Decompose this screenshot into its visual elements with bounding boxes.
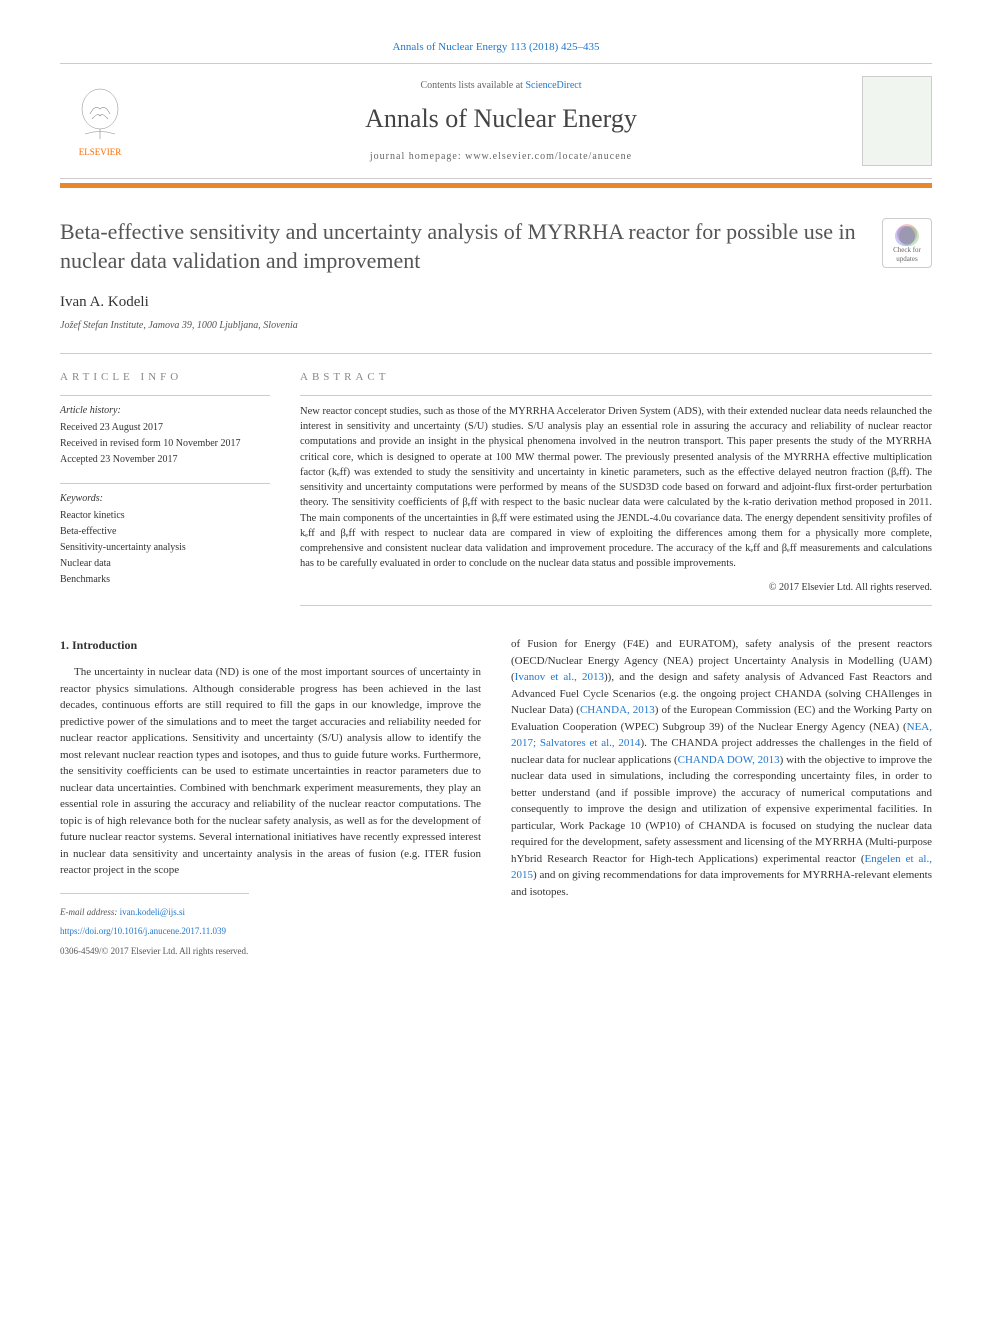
body-column-left: 1. Introduction The uncertainty in nucle… (60, 636, 481, 958)
footer-issn: 0306-4549/© 2017 Elsevier Ltd. All right… (60, 945, 481, 959)
footnote-email: E-mail address: ivan.kodeli@ijs.si (60, 906, 481, 920)
keywords-heading: Keywords: (60, 492, 270, 506)
body-text: ) and on giving recommendations for data… (511, 869, 932, 898)
homepage-prefix: journal homepage: (370, 151, 465, 162)
history-heading: Article history: (60, 404, 270, 418)
keyword-item: Sensitivity-uncertainty analysis (60, 541, 270, 555)
title-row: Beta-effective sensitivity and uncertain… (60, 218, 932, 275)
journal-reference: Annals of Nuclear Energy 113 (2018) 425–… (60, 40, 932, 55)
journal-header: ELSEVIER Contents lists available at Sci… (60, 63, 932, 179)
keyword-item: Beta-effective (60, 525, 270, 539)
journal-homepage: journal homepage: www.elsevier.com/locat… (140, 150, 862, 164)
article-info-column: article info Article history: Received 2… (60, 370, 270, 607)
email-label: E-mail address: (60, 907, 120, 917)
keyword-item: Nuclear data (60, 557, 270, 571)
keyword-item: Reactor kinetics (60, 509, 270, 523)
journal-name: Annals of Nuclear Energy (140, 101, 862, 137)
article-info-label: article info (60, 370, 270, 385)
elsevier-tree-icon (70, 84, 130, 144)
page-container: Annals of Nuclear Energy 113 (2018) 425–… (0, 0, 992, 998)
sciencedirect-link[interactable]: ScienceDirect (525, 80, 581, 91)
intro-paragraph-1-cont: of Fusion for Energy (F4E) and EURATOM),… (511, 636, 932, 900)
author-affiliation: Jožef Stefan Institute, Jamova 39, 1000 … (60, 319, 932, 333)
body-columns: 1. Introduction The uncertainty in nucle… (60, 636, 932, 958)
citation-link[interactable]: Ivanov et al., 2013 (515, 671, 604, 683)
check-updates-icon (895, 222, 919, 246)
header-center: Contents lists available at ScienceDirec… (140, 79, 862, 163)
citation-link[interactable]: CHANDA, 2013 (580, 704, 655, 716)
article-title: Beta-effective sensitivity and uncertain… (60, 218, 882, 275)
article-history-block: Article history: Received 23 August 2017… (60, 395, 270, 467)
author-name: Ivan A. Kodeli (60, 292, 932, 313)
history-accepted: Accepted 23 November 2017 (60, 453, 270, 467)
body-column-right: of Fusion for Energy (F4E) and EURATOM),… (511, 636, 932, 958)
publisher-logo[interactable]: ELSEVIER (60, 84, 140, 159)
accent-rule (60, 183, 932, 188)
abstract-text: New reactor concept studies, such as tho… (300, 395, 932, 571)
footer-doi: https://doi.org/10.1016/j.anucene.2017.1… (60, 925, 481, 939)
homepage-link[interactable]: www.elsevier.com/locate/anucene (465, 151, 632, 162)
doi-link[interactable]: https://doi.org/10.1016/j.anucene.2017.1… (60, 926, 226, 936)
check-updates-badge[interactable]: Check for updates (882, 218, 932, 268)
contents-available: Contents lists available at ScienceDirec… (140, 79, 862, 93)
abstract-label: abstract (300, 370, 932, 385)
citation-link[interactable]: CHANDA DOW, 2013 (678, 754, 780, 766)
contents-prefix: Contents lists available at (420, 80, 525, 91)
section-1-heading: 1. Introduction (60, 636, 481, 654)
body-text: ) with the objective to improve the nucl… (511, 754, 932, 865)
abstract-column: abstract New reactor concept studies, su… (300, 370, 932, 607)
keywords-block: Keywords: Reactor kinetics Beta-effectiv… (60, 483, 270, 587)
author-email-link[interactable]: ivan.kodeli@ijs.si (120, 907, 185, 917)
info-abstract-section: article info Article history: Received 2… (60, 353, 932, 607)
history-received: Received 23 August 2017 (60, 421, 270, 435)
footnote-divider (60, 893, 249, 900)
publisher-name: ELSEVIER (79, 146, 122, 159)
journal-cover-thumbnail[interactable] (862, 76, 932, 166)
journal-ref-link[interactable]: Annals of Nuclear Energy 113 (2018) 425–… (392, 41, 599, 53)
history-revised: Received in revised form 10 November 201… (60, 437, 270, 451)
keyword-item: Benchmarks (60, 573, 270, 587)
check-updates-label: Check for updates (883, 246, 931, 266)
intro-paragraph-1: The uncertainty in nuclear data (ND) is … (60, 664, 481, 879)
abstract-copyright: © 2017 Elsevier Ltd. All rights reserved… (300, 581, 932, 606)
